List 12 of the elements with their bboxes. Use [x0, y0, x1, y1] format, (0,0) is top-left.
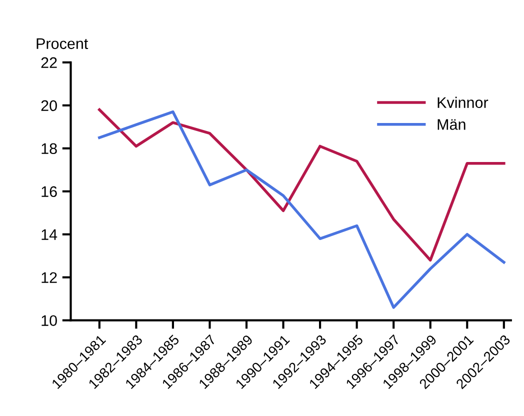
y-tick-label: 12	[42, 272, 57, 283]
line-series	[98, 110, 506, 309]
y-tick-label: 10	[42, 315, 57, 326]
y-tick-label: 14	[42, 229, 58, 240]
y-tick-label: 16	[42, 186, 57, 198]
y-axis-title: Procent	[36, 38, 88, 50]
y-tick-label: 22	[41, 57, 57, 68]
legend-label: Män	[438, 119, 466, 130]
legend-label: Kvinnor	[438, 96, 488, 108]
line-series	[98, 108, 506, 262]
y-tick-label: 20	[41, 100, 57, 112]
y-tick-label: 18	[42, 143, 57, 154]
